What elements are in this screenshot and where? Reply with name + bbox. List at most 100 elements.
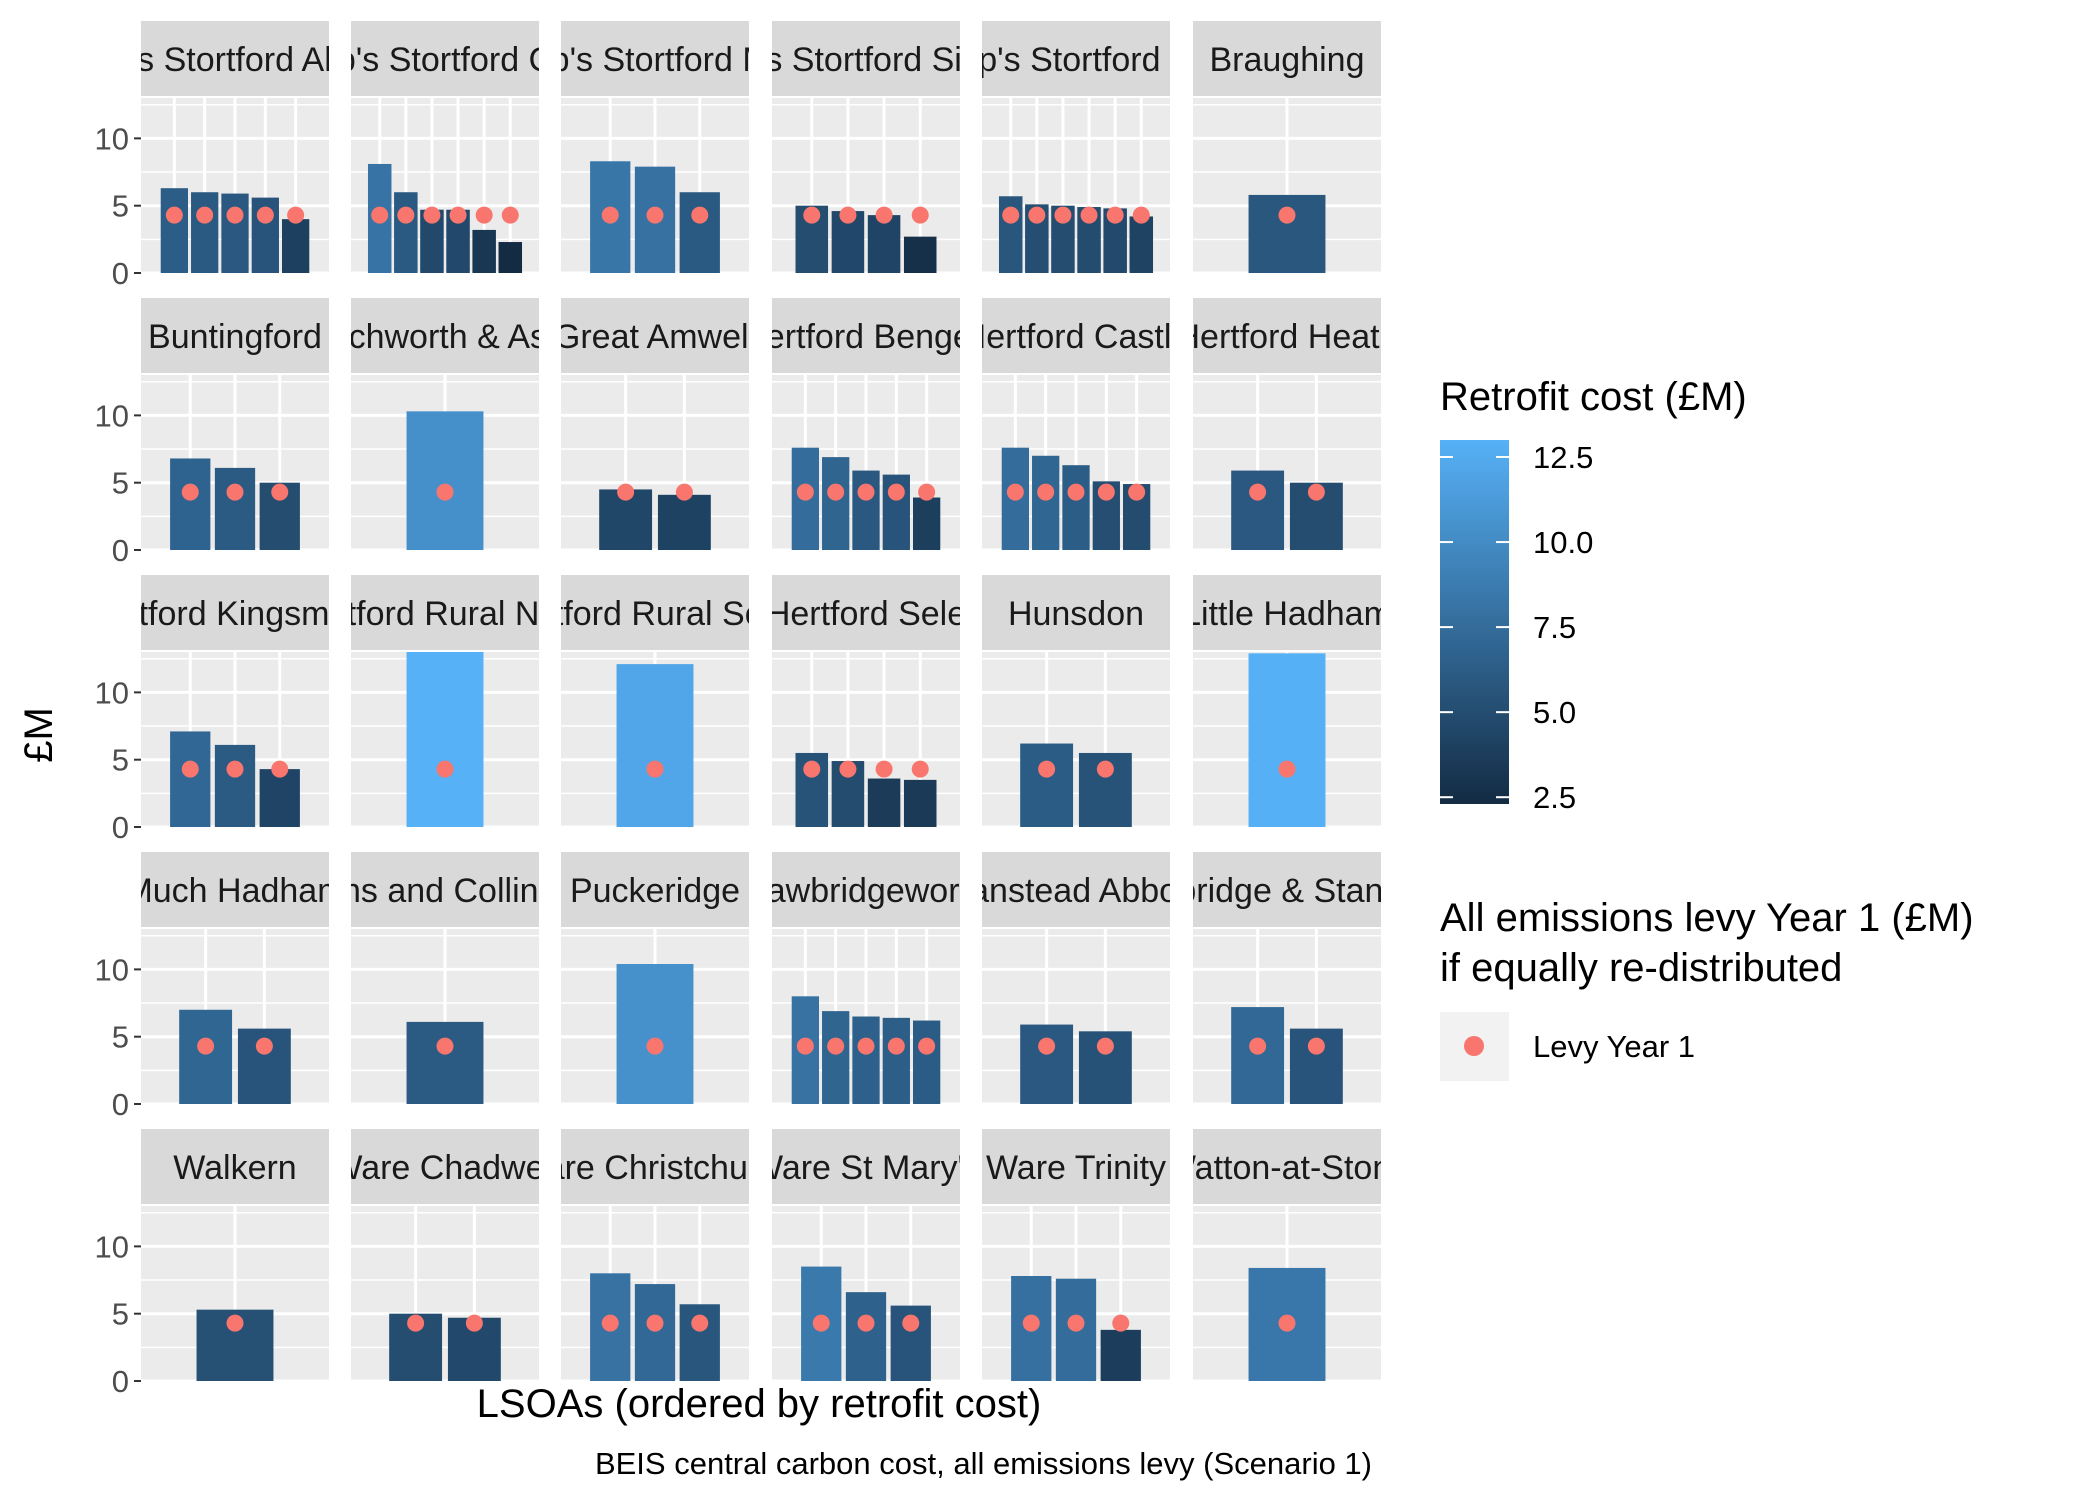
facet-strip-label: Buntingford xyxy=(148,318,322,356)
levy-point xyxy=(1067,483,1085,501)
retrofit-cost-bar xyxy=(282,219,310,273)
levy-point xyxy=(839,760,857,778)
y-tick-label: 0 xyxy=(112,533,129,568)
levy-point xyxy=(271,760,289,778)
levy-point xyxy=(839,206,857,224)
facet-strip xyxy=(1193,1129,1381,1204)
levy-point xyxy=(875,760,893,778)
levy-point xyxy=(181,760,199,778)
facet-strip xyxy=(561,21,749,96)
y-axis-title: £M xyxy=(17,707,61,763)
levy-point xyxy=(911,760,929,778)
facet-strip xyxy=(982,1129,1170,1204)
facet-strip-label: Stanbridge & Stanstead xyxy=(1107,872,1466,910)
y-tick-label: 10 xyxy=(95,952,129,987)
retrofit-cost-bar xyxy=(214,744,256,827)
levy-point xyxy=(1278,206,1296,224)
facet-strip xyxy=(982,298,1170,373)
levy-point xyxy=(181,483,199,501)
facet-strip-label: Hertford Kingsmead xyxy=(84,595,386,633)
facet-strip-label: Braughing xyxy=(1209,41,1364,79)
y-tick-label: 5 xyxy=(112,189,129,224)
retrofit-cost-bar xyxy=(679,192,720,273)
levy-point xyxy=(857,1314,875,1332)
facet-strip-label: Much Hadham xyxy=(124,872,345,910)
levy-point xyxy=(256,206,274,224)
facet-panel-background xyxy=(982,652,1170,827)
facet-panel-background xyxy=(561,375,749,550)
facet-strip xyxy=(351,21,539,96)
facet-strip xyxy=(772,852,960,927)
facet-panel-background xyxy=(1193,375,1381,550)
facet-panel: Bishop's Stortford Silverleys xyxy=(772,21,960,275)
levy-point xyxy=(918,483,936,501)
facet-strip-label: Hertford Rural North xyxy=(292,595,598,633)
levy-point xyxy=(1278,760,1296,778)
levy-point xyxy=(601,1314,619,1332)
facet-panel: Hertford Bengeo xyxy=(772,298,960,552)
levy-point xyxy=(287,206,305,224)
y-tick-label: 5 xyxy=(112,743,129,778)
y-tick-label: 10 xyxy=(95,1229,129,1264)
levy-point xyxy=(812,1314,830,1332)
facet-panel: Hunsdon xyxy=(982,575,1170,829)
levy-point xyxy=(397,206,415,224)
fill-legend-break-label: 7.5 xyxy=(1533,610,1576,645)
facet-strip xyxy=(351,1129,539,1204)
facet-strip xyxy=(561,298,749,373)
facet-strip xyxy=(351,298,539,373)
levy-point xyxy=(226,483,244,501)
levy-point xyxy=(423,206,441,224)
fill-legend: Retrofit cost (£M) 2.5 5.0 7.5 10.0 12.5 xyxy=(1440,375,1747,815)
retrofit-cost-bar xyxy=(472,229,496,273)
y-tick-label: 0 xyxy=(112,1087,129,1122)
levy-point xyxy=(646,1037,664,1055)
y-tick-label: 10 xyxy=(95,121,129,156)
facet-panel: Hertford Sele xyxy=(766,575,966,829)
levy-point xyxy=(1080,206,1098,224)
levy-point xyxy=(1249,483,1267,501)
retrofit-cost-bar xyxy=(1020,1024,1074,1104)
facet-panel: Puckeridge xyxy=(561,852,749,1106)
levy-point xyxy=(796,483,814,501)
facet-strip-label: Hertford Rural South xyxy=(499,595,811,633)
levy-point xyxy=(1028,206,1046,224)
facet-strip-label: Bishop's Stortford Central xyxy=(252,41,638,79)
facet-panel: Bishop's Stortford Meads xyxy=(561,21,749,275)
levy-point xyxy=(1002,206,1020,224)
levy-point xyxy=(1022,1314,1040,1332)
facet-strip xyxy=(141,298,329,373)
levy-point xyxy=(1096,1037,1114,1055)
retrofit-cost-bar xyxy=(634,1284,676,1381)
facet-panel: Datchworth & Aston xyxy=(351,298,539,552)
facet-strip xyxy=(1193,21,1381,96)
y-tick-label: 0 xyxy=(112,810,129,845)
facet-strip-label: Stanstead Abbotts xyxy=(938,872,1214,910)
facet-panel: Stanstead Abbotts xyxy=(938,852,1214,1106)
retrofit-cost-bar xyxy=(867,778,901,827)
facet-panel: Bishop's Stortford Central xyxy=(252,21,638,275)
point-legend: All emissions levy Year 1 (£M) if equall… xyxy=(1440,896,1974,1081)
facet-strip xyxy=(982,575,1170,650)
levy-point xyxy=(887,1037,905,1055)
facet-strip-label: Hertford Sele xyxy=(766,595,966,633)
levy-point xyxy=(601,206,619,224)
retrofit-cost-bar xyxy=(1077,207,1101,273)
levy-point xyxy=(1097,483,1115,501)
levy-point xyxy=(197,1037,215,1055)
retrofit-cost-bar xyxy=(406,652,484,827)
levy-point xyxy=(436,1037,454,1055)
facet-strip-label: Bishop's Stortford All Saints xyxy=(27,41,444,79)
levy-point xyxy=(1096,760,1114,778)
fill-legend-break-label: 10.0 xyxy=(1533,525,1593,560)
facet-strip xyxy=(1193,852,1381,927)
facet-panel: Sawbridgeworth xyxy=(772,852,960,1106)
levy-point xyxy=(1278,1314,1296,1332)
levy-point xyxy=(1106,206,1124,224)
facet-panel: Much Hadham 0 5 10 xyxy=(95,852,345,1122)
facet-strip-label: Watton-at-Stone xyxy=(1164,1149,1410,1187)
levy-point xyxy=(1006,483,1024,501)
fill-legend-colorbar xyxy=(1440,440,1509,804)
fill-legend-break-label: 12.5 xyxy=(1533,440,1593,475)
levy-point xyxy=(1067,1314,1085,1332)
